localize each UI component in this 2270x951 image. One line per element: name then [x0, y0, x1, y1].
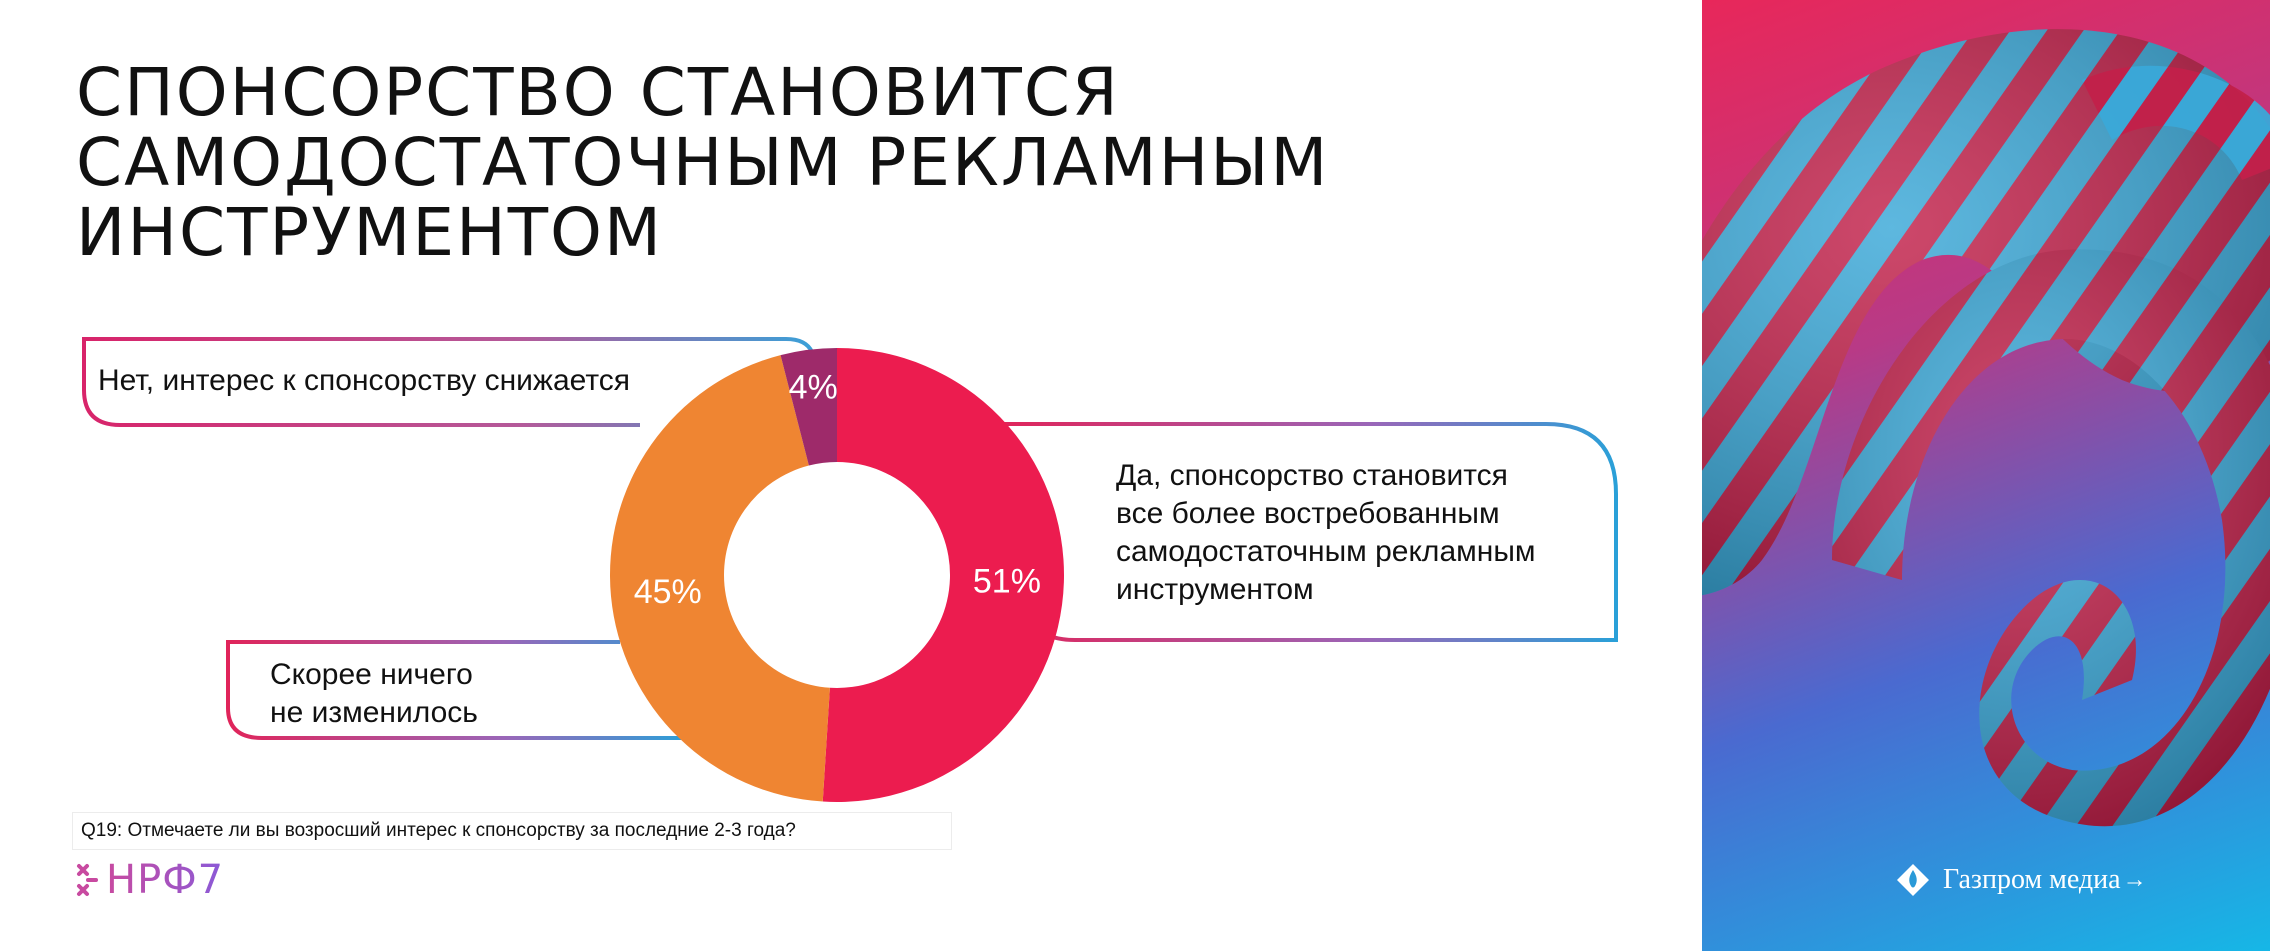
gazprom-media-logo: Газпром медиа →: [1895, 862, 2147, 898]
label-yes-line-3: самодостаточным рекламным: [1116, 535, 1536, 569]
label-no-interest-text: Нет, интерес к спонсорству снижается: [98, 364, 630, 397]
decorative-art-panel: [1702, 0, 2270, 951]
label-yes: Да, спонсорство становится все более вос…: [1116, 457, 1536, 609]
frame-no-interest: [82, 337, 814, 427]
label-no-interest: Нет, интерес к спонсорству снижается: [98, 362, 630, 400]
label-yes-line-4: инструментом: [1116, 573, 1314, 607]
abstract-3d-shape-image: [1702, 29, 2270, 827]
nrf-logo-text: НРФ7: [106, 857, 225, 903]
label-unchanged: Скорее ничего не изменилось: [270, 656, 478, 732]
title-line-3: ИНСТРУМЕНТОМ: [76, 193, 663, 271]
arrow-right-icon: →: [2122, 866, 2147, 893]
question-text: Q19: Отмечаете ли вы возросший интерес к…: [81, 820, 796, 841]
gazprom-logo-text: Газпром медиа: [1943, 864, 2121, 895]
nrf-mark-icon: [77, 864, 98, 896]
page-title: СПОНСОРСТВО СТАНОВИТСЯ САМОДОСТАТОЧНЫМ Р…: [76, 58, 1676, 268]
title-line-1: СПОНСОРСТВО СТАНОВИТСЯ: [76, 54, 1120, 131]
nrf-logo: НРФ7: [76, 856, 224, 904]
question-caption: Q19: Отмечаете ли вы возросший интерес к…: [72, 812, 952, 850]
label-yes-line-2: все более востребованным: [1116, 497, 1500, 531]
title-line-2: САМОДОСТАТОЧНЫМ РЕКЛАМНЫМ: [76, 123, 1330, 201]
label-unchanged-line-1: Скорее ничего: [270, 658, 473, 691]
frame-unchanged: [226, 640, 688, 740]
gazprom-flame-icon: [1897, 864, 1929, 896]
label-unchanged-line-2: не изменилось: [270, 696, 478, 730]
label-yes-line-1: Да, спонсорство становится: [1116, 459, 1508, 492]
